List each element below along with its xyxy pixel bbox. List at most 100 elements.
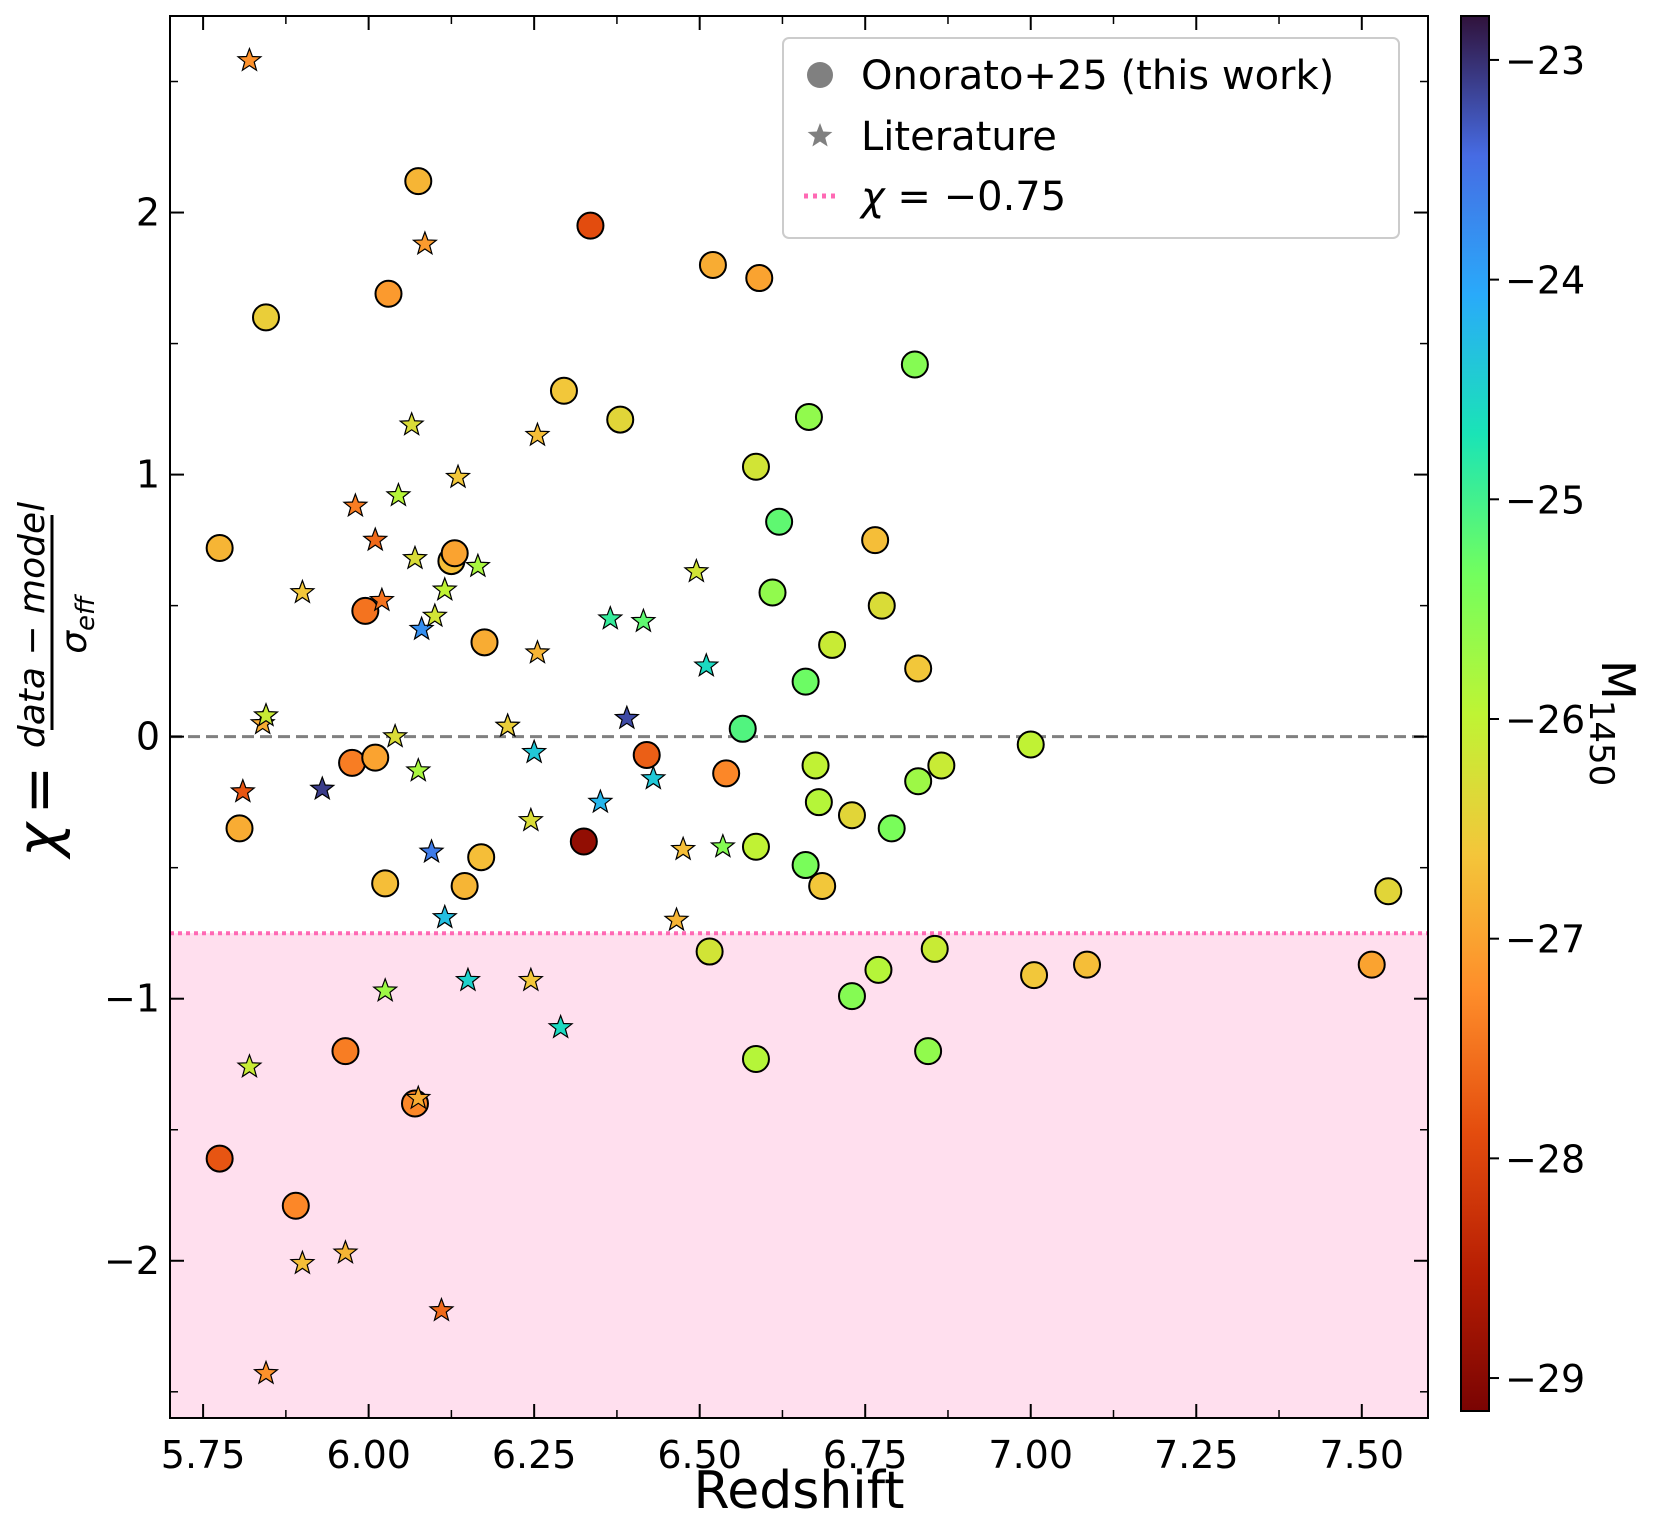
data-point-star (428, 1296, 455, 1322)
y-axis-label-numerator: data − model (12, 502, 53, 748)
legend: Onorato+25 (this work) Literature χ = −0… (782, 37, 1400, 239)
data-point-star (382, 722, 409, 748)
data-point-circle (877, 814, 906, 843)
data-point-circle (576, 211, 605, 240)
data-point-star (236, 46, 263, 72)
data-point-circle (914, 1037, 943, 1066)
data-point-circle (1374, 877, 1403, 906)
data-point-circle (361, 743, 390, 772)
data-point-circle (791, 667, 820, 696)
data-point-star (517, 806, 544, 832)
data-point-circle (440, 539, 469, 568)
data-point-star (362, 526, 389, 552)
data-point-star (547, 1013, 574, 1039)
y-axis-ticks: −2 −1 0 1 2 (104, 80, 1428, 1393)
data-point-circle (765, 507, 794, 536)
data-point-circle (632, 740, 661, 769)
data-point-circle (745, 264, 774, 293)
data-point-circle (569, 827, 598, 856)
data-point-star (454, 966, 482, 992)
data-point-circle (467, 843, 496, 872)
data-point-circle (741, 452, 770, 481)
legend-threshold-value: = −0.75 (885, 174, 1067, 220)
data-point-star (332, 1239, 359, 1265)
data-point-circle (728, 714, 757, 743)
y-axis-label-equals: = (4, 766, 72, 815)
data-point-star (613, 704, 640, 730)
data-point-star (670, 835, 697, 861)
data-point-circle (205, 1144, 234, 1173)
x-tick-label: 5.75 (161, 1433, 246, 1477)
legend-star-marker (807, 123, 833, 147)
data-point-star (342, 492, 369, 518)
data-point-circle (404, 167, 433, 196)
colorbar-tick-label: −25 (1505, 478, 1585, 522)
data-point-star (421, 602, 448, 628)
data-point-star (640, 764, 667, 790)
data-point-circle (864, 955, 893, 984)
x-tick-label: 7.00 (988, 1433, 1073, 1477)
data-point-star (587, 788, 614, 814)
y-axis-label-denominator: σeff (54, 593, 101, 654)
data-point-star (464, 552, 491, 578)
data-point-star (309, 775, 336, 801)
data-point-circle (837, 982, 866, 1011)
legend-box (782, 37, 1400, 239)
data-point-star (229, 777, 256, 803)
data-point-circle (741, 832, 770, 861)
data-point-circle (338, 748, 367, 777)
y-axis-label: χ = data − model σeff (4, 502, 101, 860)
colorbar-tick-label: −28 (1505, 1137, 1585, 1181)
plot-frame (169, 15, 1429, 1419)
data-point-circle (808, 872, 837, 901)
data-point-circle (920, 934, 949, 963)
data-point-circle (205, 533, 234, 562)
data-point-star (408, 615, 435, 641)
data-point-star (405, 1084, 432, 1110)
colorbar-tick-label: −29 (1505, 1357, 1585, 1401)
data-point-star (252, 1359, 280, 1385)
x-tick-label: 6.50 (657, 1433, 742, 1477)
data-point-circle (818, 630, 847, 659)
data-point-circle (900, 350, 929, 379)
data-point-star (411, 230, 438, 256)
data-point-circle (606, 405, 635, 434)
data-point-circle (281, 1191, 310, 1220)
data-point-circle (758, 578, 787, 607)
data-point-star (368, 586, 395, 612)
colorbar-tick-label: −24 (1505, 259, 1585, 303)
data-point-star (431, 903, 458, 929)
colorbar-ticks: −23 −24 −25 −26 −27 −28 −29 (1489, 39, 1585, 1401)
data-point-star (385, 481, 412, 507)
y-tick-label: −1 (104, 977, 160, 1021)
data-point-circle (698, 250, 727, 279)
data-point-star (683, 557, 710, 583)
data-point-circle (904, 767, 933, 796)
data-point-star (431, 576, 458, 602)
data-point-star (709, 832, 736, 858)
data-point-circle (791, 851, 820, 880)
y-axis-label-sigma: σ (54, 630, 95, 654)
data-point-circle (252, 303, 281, 332)
legend-label-literature: Literature (861, 114, 1057, 160)
data-point-circle (794, 402, 823, 431)
x-tick-label: 6.75 (823, 1433, 908, 1477)
data-point-circle (804, 788, 833, 817)
legend-label-threshold: χ = −0.75 (859, 174, 1066, 220)
data-point-star (252, 701, 280, 727)
data-point-circle (904, 654, 933, 683)
x-tick-label: 6.00 (326, 1433, 411, 1477)
colorbar-label: M1450 (1581, 660, 1645, 786)
data-point-circle (861, 526, 890, 555)
data-point-circle (450, 872, 479, 901)
x-axis-ticks: 5.75 6.00 6.25 6.50 6.75 7.00 7.25 7.50 (161, 16, 1404, 1477)
data-point-circle (1020, 961, 1049, 990)
data-point-circle (331, 1037, 360, 1066)
data-point-star (444, 463, 472, 489)
y-tick-label: 0 (136, 715, 160, 759)
data-point-star (372, 977, 399, 1002)
data-point-circle (1073, 950, 1102, 979)
data-point-star (597, 605, 624, 630)
colorbar-label-sub: 1450 (1581, 700, 1621, 787)
x-axis-label: Redshift (693, 1461, 904, 1521)
